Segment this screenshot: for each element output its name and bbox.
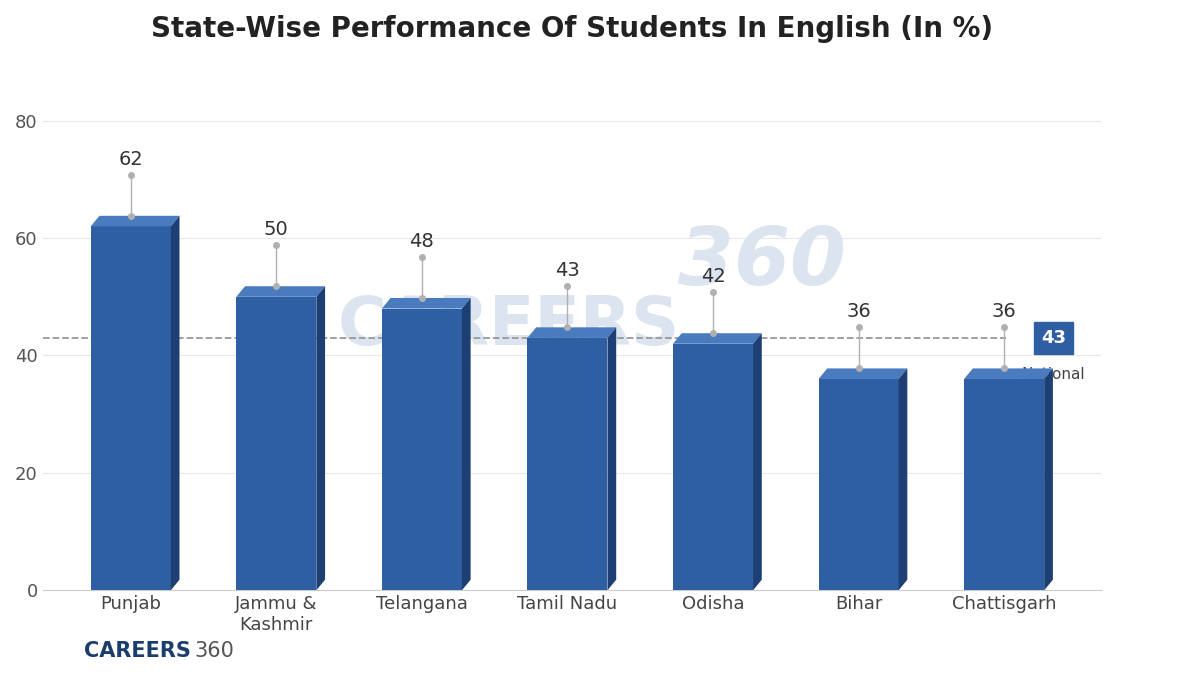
Text: 50: 50 [264,220,289,239]
Polygon shape [818,368,907,379]
Bar [818,379,899,590]
Text: 360: 360 [678,224,846,301]
Polygon shape [673,333,762,344]
Bar [382,308,462,590]
Polygon shape [317,286,325,590]
Bar [528,338,607,590]
Bar [673,344,754,590]
Polygon shape [382,298,470,308]
Text: 42: 42 [701,267,725,286]
Text: 36: 36 [991,302,1016,322]
Polygon shape [754,333,762,590]
Title: State-Wise Performance Of Students In English (In %): State-Wise Performance Of Students In En… [151,15,992,43]
Text: 36: 36 [846,302,871,322]
Polygon shape [528,327,617,338]
Text: National: National [1021,367,1085,382]
Bar [236,297,317,590]
Bar [964,379,1044,590]
Polygon shape [236,286,325,297]
Text: 43: 43 [556,262,580,281]
Polygon shape [1044,368,1052,590]
Bar [91,226,170,590]
Text: 62: 62 [119,150,143,169]
Text: 43: 43 [1040,329,1066,347]
Polygon shape [91,216,180,226]
Polygon shape [462,298,470,590]
Text: 360: 360 [194,641,234,661]
Text: CAREERS: CAREERS [337,293,679,359]
Polygon shape [964,368,1052,379]
Text: 48: 48 [409,232,434,251]
Text: CAREERS: CAREERS [84,641,191,661]
Polygon shape [899,368,907,590]
Polygon shape [607,327,617,590]
Polygon shape [170,216,180,590]
